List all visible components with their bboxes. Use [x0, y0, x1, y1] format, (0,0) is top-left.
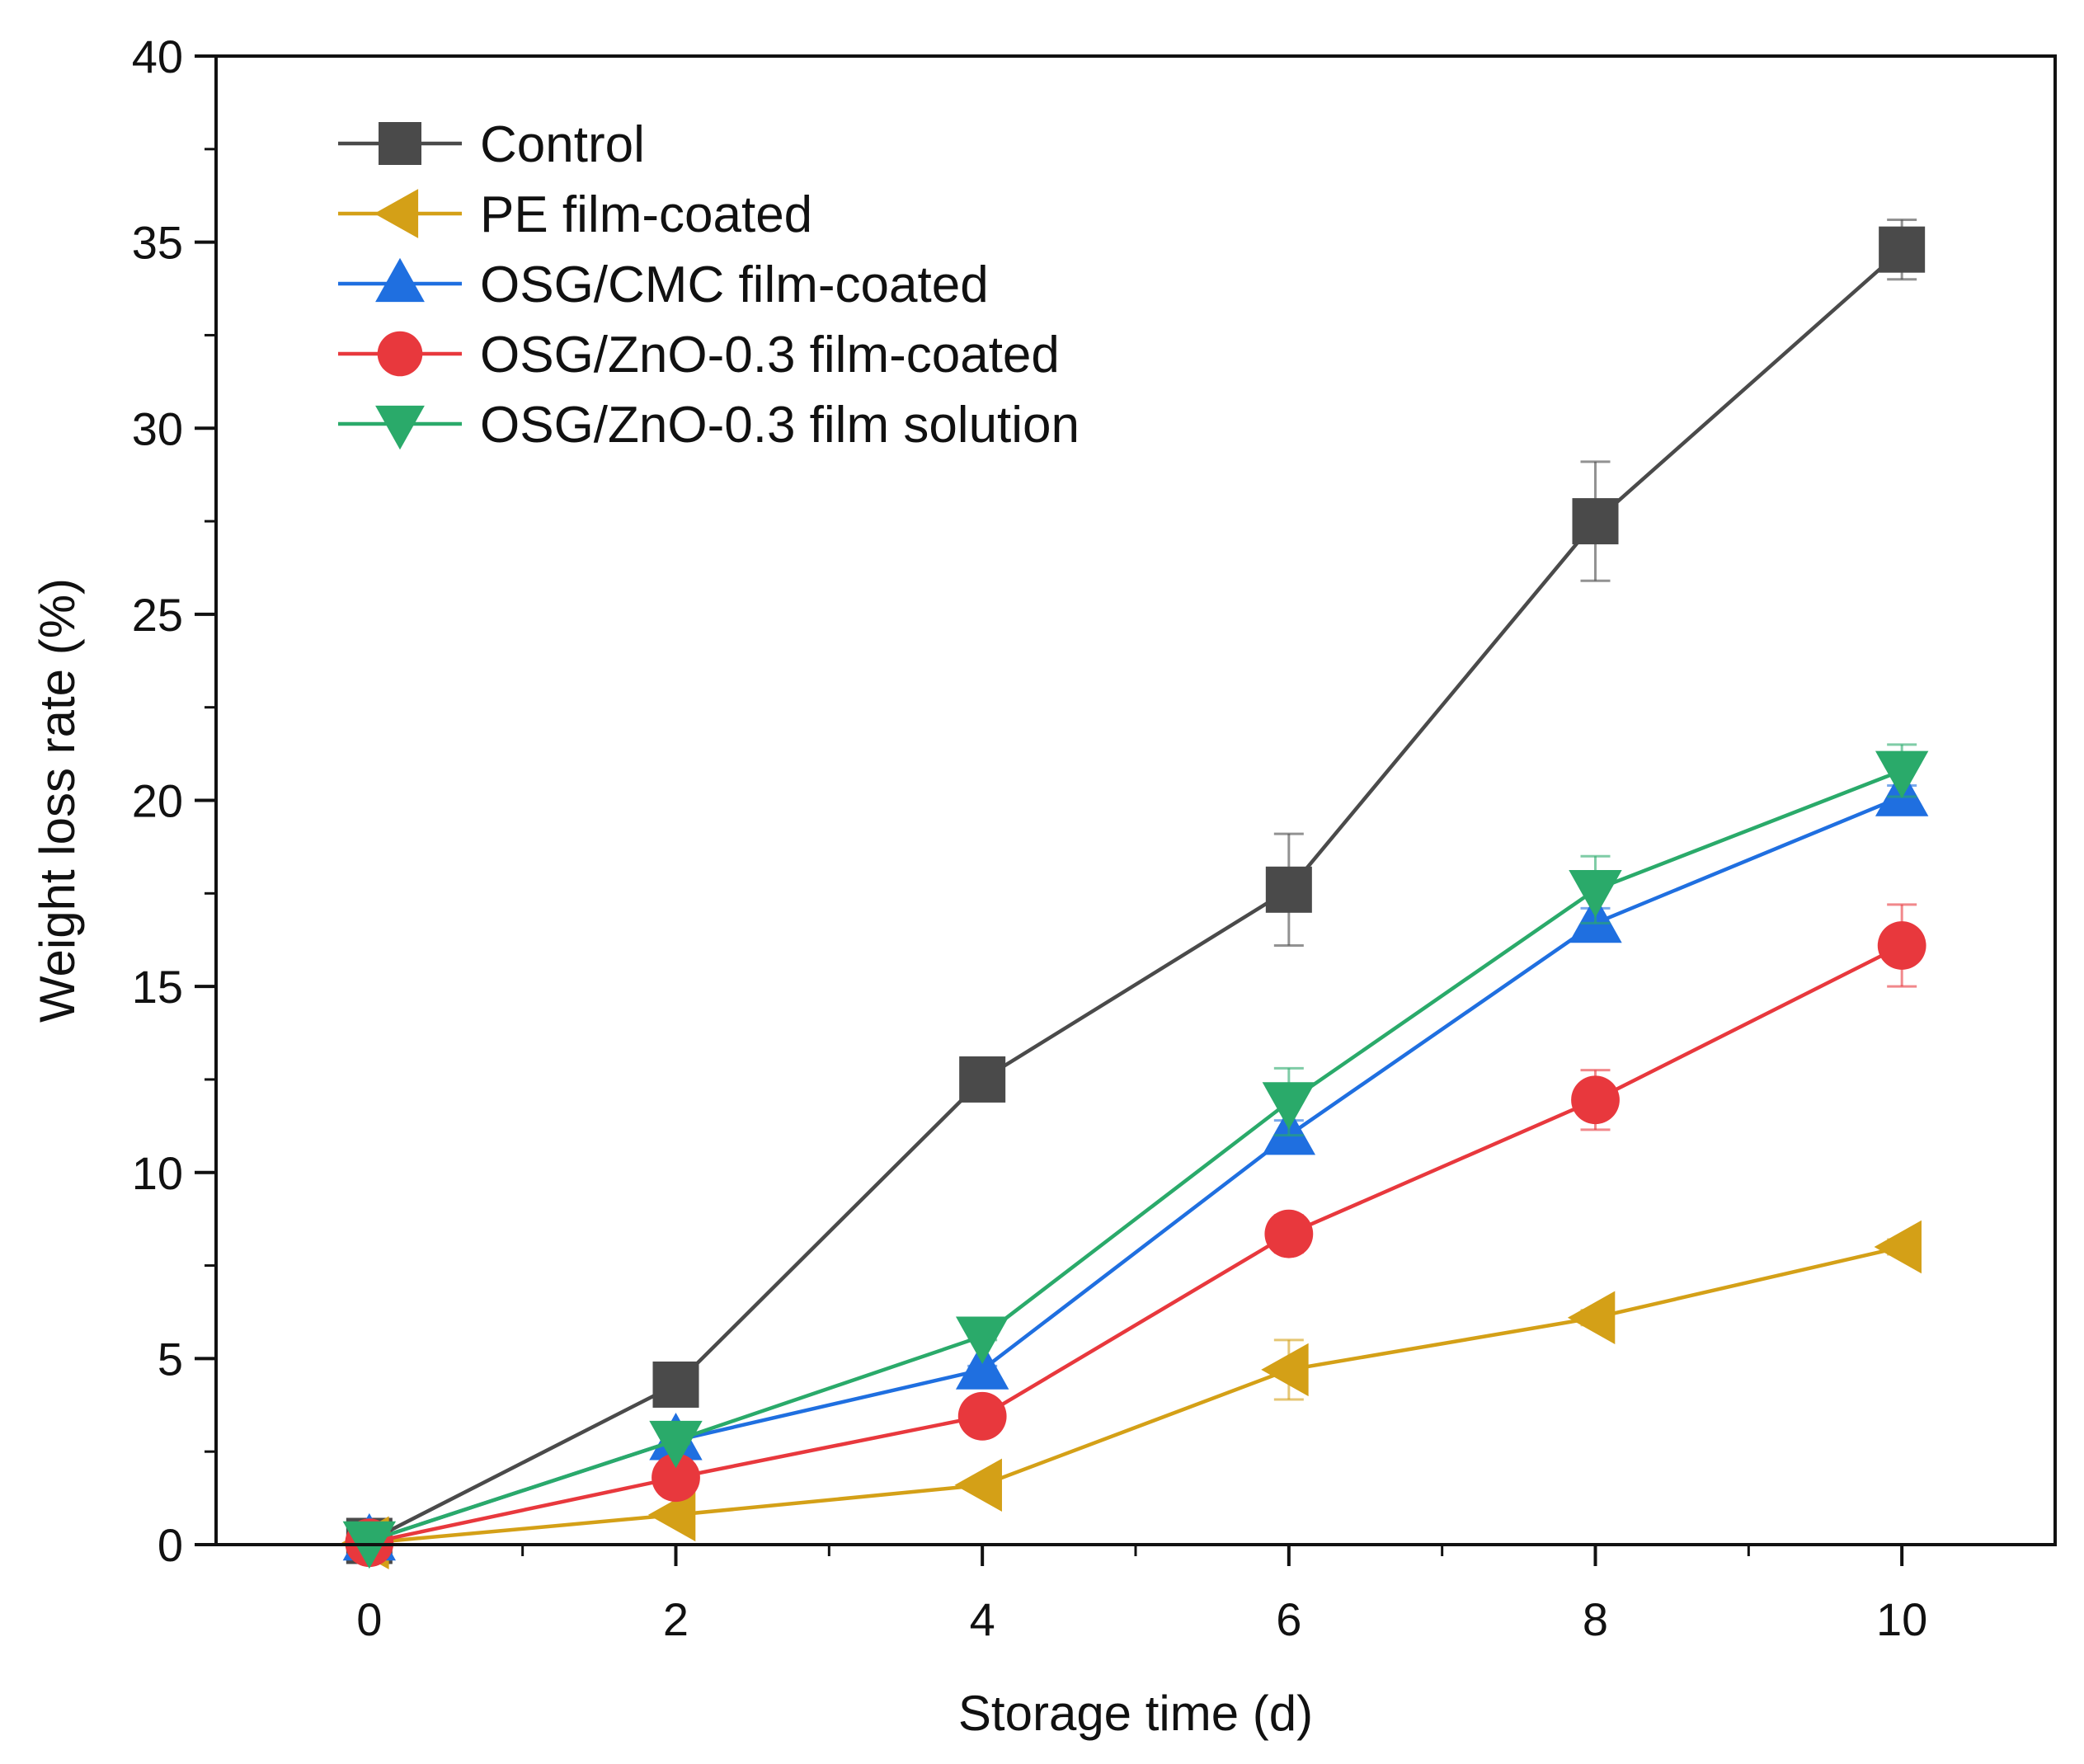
y-tick-label: 10 — [132, 1147, 183, 1199]
data-point — [1567, 1291, 1616, 1344]
y-axis-title: Weight loss rate (%) — [30, 578, 85, 1023]
x-axis-title: Storage time (d) — [958, 1686, 1313, 1741]
x-tick-label: 2 — [663, 1593, 689, 1645]
legend-marker — [377, 331, 423, 377]
legend-label: OSG/ZnO-0.3 film-coated — [480, 327, 1060, 383]
y-tick-label: 30 — [132, 402, 183, 454]
legend-marker — [375, 257, 425, 303]
y-tick-label: 40 — [132, 31, 183, 82]
data-point — [652, 1453, 700, 1503]
series-line — [369, 943, 1903, 1545]
data-point — [1261, 1343, 1309, 1397]
series — [341, 219, 1929, 1569]
data-point — [1262, 1082, 1316, 1130]
legend-entry: Control — [338, 116, 645, 173]
legend-entry: PE film-coated — [338, 186, 812, 243]
data-point — [647, 1488, 696, 1542]
legend-label: Control — [480, 116, 645, 173]
x-tick-label: 4 — [970, 1593, 995, 1645]
legend-marker — [379, 122, 421, 165]
data-point — [649, 1420, 703, 1469]
y-tick-label: 20 — [132, 775, 183, 827]
data-point — [954, 1458, 1002, 1512]
y-tick-label: 0 — [158, 1519, 183, 1571]
y-tick-label: 35 — [132, 217, 183, 269]
axes: 0 5 10 15 20 25 30 35 40 0 2 4 6 8 10 — [132, 31, 1928, 1645]
legend-label: OSG/CMC film-coated — [480, 256, 989, 313]
data-point — [1572, 498, 1619, 545]
y-tick-label: 5 — [158, 1333, 183, 1385]
plot-frame — [214, 54, 2057, 1546]
x-tick-label: 8 — [1583, 1593, 1608, 1645]
x-tick-label: 6 — [1276, 1593, 1301, 1645]
legend-marker — [375, 405, 425, 450]
data-point — [1571, 1075, 1620, 1125]
legend-entry: OSG/ZnO-0.3 film-coated — [338, 327, 1060, 383]
series-4 — [342, 743, 1929, 1569]
series-3 — [345, 903, 1926, 1568]
legend: Control PE film-coated OSG/CMC film-coated… — [338, 116, 1080, 454]
data-point — [1877, 921, 1926, 970]
legend-label: OSG/ZnO-0.3 film solution — [480, 397, 1080, 454]
data-point — [955, 1342, 1009, 1390]
data-point — [1264, 1209, 1314, 1258]
series-line — [369, 769, 1903, 1543]
series-line — [369, 1244, 1903, 1545]
y-tick-label: 15 — [132, 961, 183, 1013]
x-tick-label: 0 — [356, 1593, 382, 1645]
data-point — [959, 1056, 1006, 1103]
data-point — [955, 1316, 1009, 1364]
series-line — [368, 247, 1903, 1543]
data-point — [1879, 226, 1926, 273]
data-point — [1875, 750, 1929, 798]
x-tick-label: 10 — [1876, 1593, 1927, 1645]
data-point — [652, 1361, 699, 1408]
legend-label: PE film-coated — [480, 186, 812, 243]
legend-marker — [374, 189, 419, 238]
data-point — [1874, 1220, 1922, 1274]
data-point — [957, 1391, 1007, 1441]
data-point — [1265, 866, 1312, 913]
data-point — [1569, 870, 1622, 918]
y-tick-label: 25 — [132, 589, 183, 641]
legend-entry: OSG/ZnO-0.3 film solution — [338, 397, 1080, 454]
legend-entry: OSG/CMC film-coated — [338, 256, 989, 313]
